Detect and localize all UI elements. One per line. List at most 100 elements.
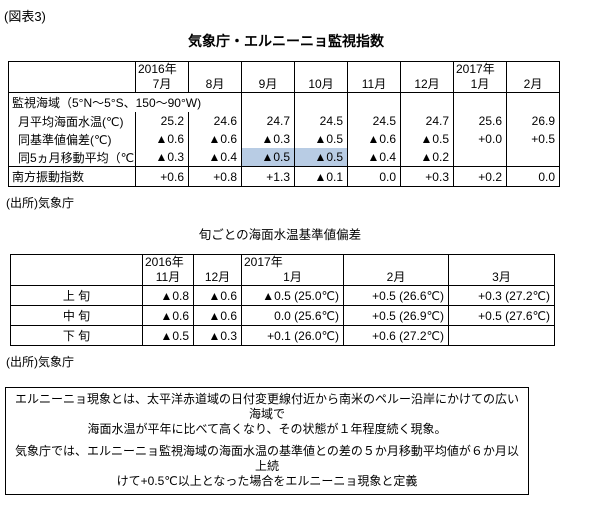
year-label [345,255,449,270]
source-note: (出所)気象庁 [6,355,74,369]
table-header-row: 2016年 7月 8月 9月 10月 11月 12月 2017年 1月 2月 [8,61,560,93]
table-cell [453,92,507,112]
table-cell: +0.5 (26.6℃) [343,285,449,306]
table-cell: ▲0.5 [400,130,454,148]
table-cell: 24.7 [241,112,295,130]
table-cell: 25.6 [453,112,507,130]
note-line: エルニーニョ現象とは、太平洋赤道域の日付変更線付近から南米のペルー沿岸にかけての… [14,392,519,421]
table-cell [241,92,295,112]
row-label: 中 旬 [10,305,143,326]
table-cell: ▲0.2 [400,148,454,167]
year-label [349,62,401,77]
year-label [195,255,242,270]
table-cell: ▲0.3 [241,130,295,148]
table-header-cell: 2016年 7月 [135,61,189,93]
table-cell: ▲0.6 [135,130,189,148]
table-row: 下 旬 ▲0.5 ▲0.3 +0.1 (26.0℃) +0.6 (27.2℃) [11,325,555,346]
note-line: けて+0.5℃以上となった場合をエルニーニョ現象と定義 [116,474,418,488]
table-cell: +0.1 (26.0℃) [241,325,344,346]
month-label: 9月 [258,77,278,91]
table-cell: ▲0.6 [188,130,242,148]
year-label [190,62,242,77]
table-cell: +0.5 (26.9℃) [343,305,449,326]
figure-label: (図表3) [4,9,46,24]
region-label: 監視海域（5°N～5°S、150～90°W) [12,96,202,110]
table-header-cell: 2016年 11月 [142,254,194,286]
table-cell: 24.5 [294,112,348,130]
table-header-cell: 11月 [347,61,401,93]
table-cell-highlighted: ▲0.5 [294,148,348,167]
table-header-cell: 2月 [343,254,449,286]
table-header-row: 2016年 11月 12月 2017年 1月 2月 3月 [10,254,555,286]
table-cell: 25.2 [135,112,189,130]
table-cell [506,92,560,112]
table-cell: ▲0.3 [135,148,189,167]
table-cell: +0.8 [188,166,242,187]
table-cell [448,325,555,346]
note-line: 海面水温が平年に比べて高くなり、その状態が１年程度続く現象。 [87,422,447,436]
table-cell: 24.6 [188,112,242,130]
source-note: (出所)気象庁 [6,196,74,210]
monitoring-index-table: 2016年 7月 8月 9月 10月 11月 12月 2017年 1月 2月 監視海… [8,61,560,187]
month-label: 7月 [152,77,172,91]
month-label: 1月 [470,77,490,91]
month-label: 11月 [155,270,181,284]
year-label [508,62,560,77]
table-cell: ▲0.3 [193,325,242,346]
table-row: 中 旬 ▲0.6 ▲0.6 0.0 (25.6℃) +0.5 (26.9℃) +… [10,305,555,326]
table-row: 上 旬 ▲0.8 ▲0.6 ▲0.5 (25.0℃) +0.5 (26.6℃) … [10,285,555,306]
table-cell: ▲0.6 [193,305,242,326]
table-cell: 24.5 [347,112,401,130]
table-cell: 0.0 (25.6℃) [241,305,344,326]
table-row: 同基準値偏差(℃) ▲0.6 ▲0.6 ▲0.3 ▲0.5 ▲0.6 ▲0.5 … [9,130,560,148]
table-cell: +0.6 [135,166,189,187]
year-label [402,62,454,77]
table-cell: +0.0 [453,130,507,148]
year-label: 2017年 [456,62,495,76]
table-cell: ▲0.4 [188,148,242,167]
table-cell: ▲0.5 (25.0℃) [241,285,344,306]
row-label: 上 旬 [10,285,143,306]
table-header-cell: 8月 [188,61,242,93]
table-cell [453,148,507,167]
table-cell: 24.7 [400,112,454,130]
table-header-cell: 2017年 1月 [241,254,344,286]
month-label: 12月 [414,77,440,91]
table-cell: ▲0.6 [193,285,242,306]
table-cell: ▲0.8 [142,285,194,306]
month-label: 10月 [308,77,334,91]
table-cell [400,92,454,112]
section-title: 旬ごとの海面水温基準値偏差 [198,228,362,242]
table-cell-highlighted: ▲0.5 [241,148,295,167]
table-cell: ▲0.4 [347,148,401,167]
year-label: 2016年 [138,62,177,76]
table-cell: ▲0.6 [347,130,401,148]
month-label: 11月 [361,77,387,91]
table-cell: +0.3 [400,166,454,187]
table-corner-cell [10,254,143,286]
definition-note-box: エルニーニョ現象とは、太平洋赤道域の日付変更線付近から南米のペルー沿岸にかけての… [5,387,529,495]
table-header-cell: 3月 [448,254,555,286]
dekad-deviation-table: 2016年 11月 12月 2017年 1月 2月 3月 上 旬 ▲0.8 ▲0.6… [10,254,555,346]
table-header-cell: 9月 [241,61,295,93]
month-label: 2月 [523,77,543,91]
table-header-cell: 2017年 1月 [453,61,507,93]
table-cell: +0.6 (27.2℃) [343,325,449,346]
row-label: 同5ヵ月移動平均（℃） [18,150,136,165]
table-cell [347,92,401,112]
table-cell: +1.3 [241,166,295,187]
month-label: 12月 [204,270,231,284]
row-label: 下 旬 [62,329,91,343]
table-cell [294,92,348,112]
row-label: 同基準値偏差(℃) [18,132,112,147]
table-cell: 0.0 [347,166,401,187]
table-row: 南方振動指数 +0.6 +0.8 +1.3 ▲0.1 0.0 +0.3 +0.2… [8,166,560,187]
table-cell: ▲0.5 [294,130,348,148]
year-label: 2017年 [244,255,283,269]
year-label [450,255,555,270]
table-row: 同5ヵ月移動平均（℃） ▲0.3 ▲0.4 ▲0.5 ▲0.5 ▲0.4 ▲0.… [9,148,560,167]
page-title: 気象庁・エルニーニョ監視指数 [188,33,384,49]
table-cell: +0.5 (27.6℃) [448,305,555,326]
row-label: 南方振動指数 [8,166,136,187]
table-header-cell: 12月 [400,61,454,93]
